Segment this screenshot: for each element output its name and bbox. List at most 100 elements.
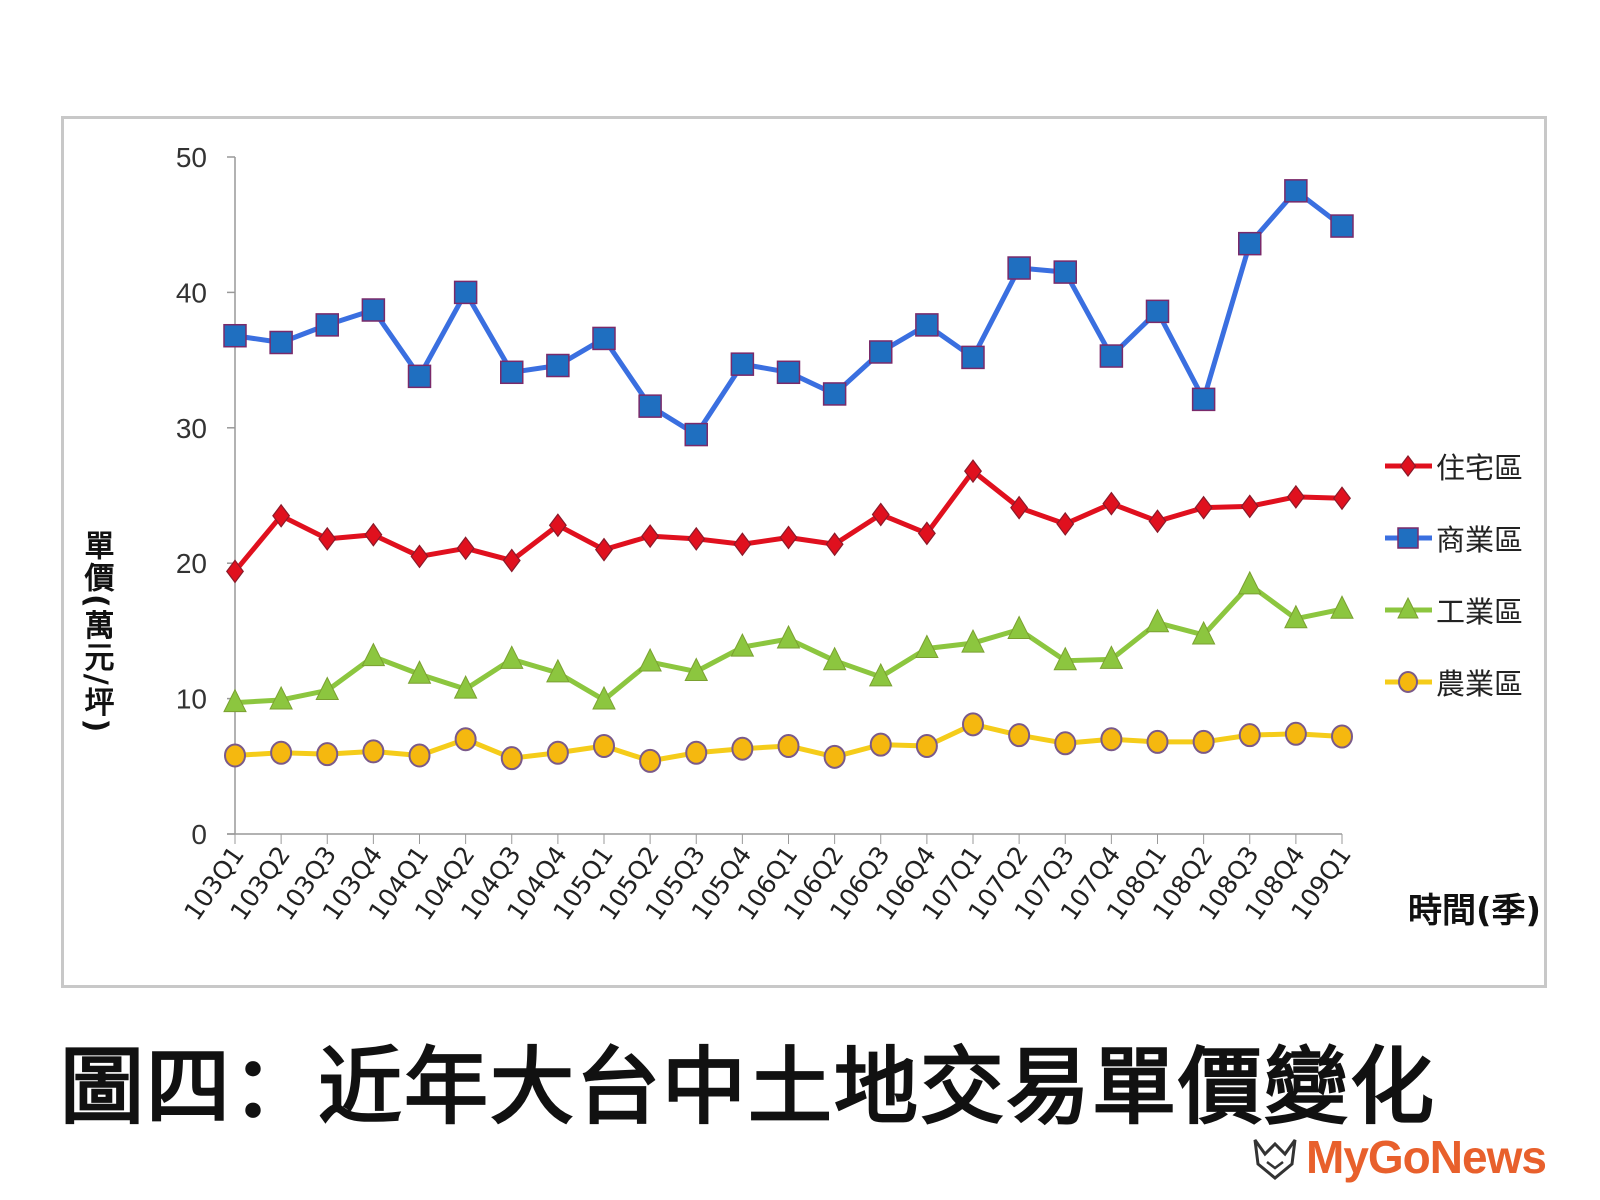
data-point-triangle — [1007, 615, 1031, 640]
legend-marker-circle — [1398, 671, 1418, 693]
data-point-square — [1099, 344, 1124, 368]
data-point-triangle — [1284, 604, 1308, 629]
data-point-square — [684, 422, 708, 447]
data-point-square — [592, 326, 616, 351]
data-point-circle — [1331, 724, 1353, 749]
data-point-circle — [1284, 721, 1307, 746]
series-line-0 — [233, 468, 1343, 573]
data-point-diamond — [364, 522, 383, 547]
line-chart: 01020304050103Q1103Q2103Q3103Q4104Q1104Q… — [79, 142, 1542, 931]
legend-label: 工業區 — [1436, 595, 1523, 629]
logo-text: MyGoNews — [1306, 1131, 1547, 1183]
data-point-diamond — [871, 502, 890, 527]
data-point-circle — [1008, 723, 1031, 748]
data-point-square — [223, 323, 247, 348]
data-point-circle — [408, 743, 431, 768]
legend-marker-triangle — [1397, 596, 1419, 619]
data-point-circle — [1100, 727, 1123, 752]
legend-marker-diamond — [1399, 455, 1417, 477]
data-point-diamond — [1286, 484, 1305, 509]
y-axis-label: 單價(萬元/坪) — [79, 530, 116, 734]
data-point-square — [915, 313, 939, 337]
data-point-circle — [639, 748, 662, 773]
data-point-square — [407, 364, 432, 389]
data-point-triangle — [361, 642, 386, 667]
data-point-circle — [362, 739, 385, 764]
legend-label: 農業區 — [1436, 667, 1523, 701]
data-point-square — [961, 345, 985, 370]
data-point-square — [1238, 231, 1262, 256]
data-point-circle — [869, 732, 892, 757]
data-point-square — [453, 280, 478, 305]
data-point-circle — [777, 733, 800, 758]
data-point-diamond — [410, 544, 429, 569]
data-point-square — [1330, 214, 1354, 238]
data-point-triangle — [592, 685, 616, 710]
data-point-triangle — [1330, 595, 1354, 619]
data-point-diamond — [964, 459, 982, 484]
data-point-diamond — [1240, 494, 1259, 519]
data-point-triangle — [822, 646, 847, 671]
data-point-diamond — [1333, 486, 1351, 511]
y-tick-label: 30 — [176, 413, 207, 444]
data-point-diamond — [917, 521, 936, 546]
x-axis-label: 時間(季) — [1408, 891, 1541, 931]
data-point-square — [1191, 387, 1216, 412]
data-point-triangle — [776, 624, 801, 649]
data-point-diamond — [641, 524, 660, 549]
data-point-triangle — [315, 676, 340, 700]
y-tick-label: 40 — [176, 277, 207, 308]
data-point-diamond — [1056, 511, 1075, 536]
data-point-circle — [685, 740, 708, 765]
chart-frame — [61, 116, 1547, 988]
data-point-triangle — [1191, 620, 1216, 645]
data-point-diamond — [226, 559, 244, 584]
data-point-circle — [1146, 729, 1169, 754]
data-point-circle — [316, 742, 339, 767]
data-point-diamond — [272, 503, 291, 528]
data-point-square — [269, 330, 293, 355]
data-point-triangle — [546, 658, 570, 683]
data-point-diamond — [548, 513, 567, 538]
y-tick-label: 50 — [176, 142, 207, 173]
data-point-diamond — [1102, 491, 1121, 516]
data-point-square — [1007, 256, 1031, 280]
data-point-circle — [454, 727, 477, 752]
data-point-diamond — [687, 526, 706, 551]
data-point-square — [500, 360, 524, 385]
series-line-1 — [234, 188, 1344, 438]
data-point-diamond — [502, 548, 521, 573]
data-point-square — [361, 298, 386, 322]
data-point-triangle — [1237, 570, 1262, 595]
data-point-circle — [1054, 731, 1077, 756]
data-point-triangle — [269, 685, 293, 710]
data-point-triangle — [730, 633, 755, 657]
data-point-triangle — [1099, 645, 1124, 669]
data-point-circle — [224, 743, 246, 768]
data-point-square — [776, 360, 801, 385]
data-point-diamond — [595, 537, 613, 562]
y-tick-label: 0 — [191, 819, 207, 850]
data-point-circle — [500, 746, 523, 771]
data-point-circle — [915, 733, 938, 758]
data-point-diamond — [1194, 495, 1213, 520]
data-point-triangle — [868, 662, 893, 687]
data-point-triangle — [1145, 608, 1170, 633]
data-point-triangle — [223, 688, 247, 713]
y-tick-label: 20 — [176, 548, 207, 579]
data-point-square — [1284, 179, 1308, 203]
data-point-circle — [962, 712, 984, 737]
data-point-square — [1053, 260, 1077, 284]
data-point-diamond — [456, 536, 475, 561]
data-point-square — [1145, 299, 1170, 324]
data-point-diamond — [1010, 495, 1029, 520]
figure-caption: 圖四：近年大台中土地交易單價變化 — [60, 1038, 1437, 1136]
data-point-diamond — [318, 526, 337, 551]
data-point-triangle — [453, 675, 478, 699]
data-point-square — [638, 394, 662, 418]
y-tick-label: 10 — [176, 684, 207, 715]
data-point-triangle — [684, 657, 709, 682]
data-point-triangle — [915, 634, 939, 659]
data-point-square — [869, 340, 893, 364]
data-point-circle — [1238, 723, 1261, 748]
